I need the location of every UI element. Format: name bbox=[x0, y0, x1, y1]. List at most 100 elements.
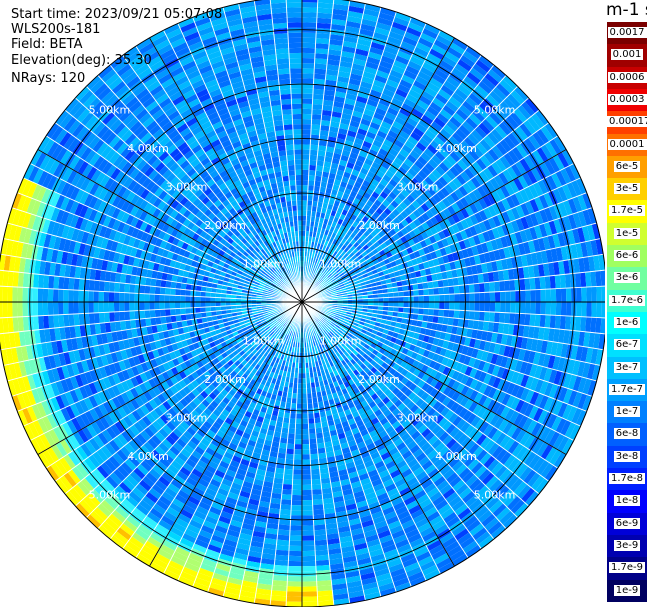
range-gate-cell bbox=[320, 280, 325, 285]
range-gate-cell bbox=[451, 92, 466, 105]
range-gate-cell bbox=[336, 277, 342, 282]
range-gate-cell bbox=[407, 571, 424, 582]
range-gate-cell bbox=[490, 353, 499, 365]
range-gate-cell bbox=[328, 274, 334, 280]
range-gate-cell bbox=[469, 378, 479, 390]
range-gate-cell bbox=[310, 468, 321, 475]
range-gate-cell bbox=[537, 237, 546, 252]
range-gate-cell bbox=[464, 152, 476, 165]
range-gate-cell bbox=[455, 362, 464, 373]
range-gate-cell bbox=[431, 154, 443, 166]
range-gate-cell bbox=[396, 280, 403, 287]
range-gate-cell bbox=[422, 189, 433, 200]
range-gate-cell bbox=[483, 439, 496, 453]
range-gate-cell bbox=[527, 325, 535, 339]
range-gate-cell bbox=[475, 449, 488, 462]
range-gate-cell bbox=[500, 291, 506, 302]
range-gate-cell bbox=[415, 196, 425, 206]
range-gate-cell bbox=[345, 20, 362, 29]
range-gate-cell bbox=[438, 220, 447, 231]
range-gate-cell bbox=[553, 328, 560, 343]
range-gate-cell bbox=[401, 317, 408, 325]
range-gate-cell bbox=[340, 231, 347, 239]
range-gate-cell bbox=[315, 328, 320, 334]
range-gate-cell bbox=[319, 279, 324, 284]
range-gate-cell bbox=[491, 227, 501, 240]
range-gate-cell bbox=[331, 341, 338, 348]
range-gate-cell bbox=[323, 89, 336, 97]
range-gate-cell bbox=[503, 454, 516, 469]
range-gate-cell bbox=[408, 265, 415, 274]
range-gate-cell bbox=[346, 466, 357, 474]
range-gate-cell bbox=[413, 407, 423, 417]
range-gate-cell bbox=[327, 177, 335, 185]
range-gate-cell bbox=[393, 577, 410, 588]
range-gate-cell bbox=[431, 438, 443, 450]
range-gate-cell bbox=[471, 245, 479, 256]
range-gate-cell bbox=[506, 221, 515, 235]
range-gate-cell bbox=[451, 213, 461, 224]
range-gate-cell bbox=[351, 335, 358, 341]
range-gate-cell bbox=[468, 401, 479, 413]
range-gate-cell bbox=[475, 433, 488, 446]
range-gate-cell bbox=[427, 435, 439, 446]
range-gate-cell bbox=[409, 190, 420, 200]
range-gate-cell bbox=[491, 161, 503, 175]
range-gate-cell bbox=[308, 367, 314, 373]
range-gate-cell bbox=[403, 69, 418, 81]
range-gate-cell bbox=[327, 247, 333, 254]
range-gate-cell bbox=[339, 326, 345, 332]
range-gate-cell bbox=[357, 468, 368, 476]
range-gate-cell bbox=[322, 245, 327, 251]
range-gate-cell bbox=[289, 530, 302, 536]
range-gate-cell bbox=[593, 332, 601, 349]
range-gate-cell bbox=[329, 243, 335, 250]
range-gate-cell bbox=[332, 327, 338, 333]
range-gate-cell bbox=[515, 336, 523, 349]
range-gate-cell bbox=[518, 242, 526, 256]
range-gate-cell bbox=[325, 187, 333, 194]
range-gate-cell bbox=[477, 360, 486, 372]
range-gate-cell bbox=[582, 378, 592, 395]
range-gate-cell bbox=[456, 210, 466, 222]
range-gate-cell bbox=[377, 65, 392, 75]
range-gate-cell bbox=[393, 16, 410, 27]
range-gate-cell bbox=[302, 454, 311, 460]
range-gate-cell bbox=[513, 481, 528, 496]
range-gate-cell bbox=[412, 313, 419, 321]
range-gate-cell bbox=[281, 494, 292, 500]
range-gate-cell bbox=[342, 451, 353, 460]
range-gate-cell bbox=[366, 363, 374, 371]
range-gate-cell bbox=[400, 385, 409, 394]
range-gate-cell bbox=[500, 185, 511, 199]
range-gate-cell bbox=[318, 254, 323, 261]
range-gate-cell bbox=[350, 147, 361, 155]
range-gate-cell bbox=[515, 463, 529, 478]
range-gate-cell bbox=[447, 378, 456, 389]
range-gate-cell bbox=[434, 371, 443, 381]
range-gate-cell bbox=[302, 119, 312, 125]
range-gate-cell bbox=[324, 258, 330, 264]
range-gate-cell bbox=[357, 254, 364, 261]
range-gate-cell bbox=[316, 17, 332, 24]
range-gate-cell bbox=[372, 290, 378, 295]
range-gate-cell bbox=[406, 440, 418, 451]
range-gate-cell bbox=[309, 372, 314, 378]
range-gate-cell bbox=[585, 347, 594, 364]
range-gate-cell bbox=[466, 266, 473, 276]
range-gate-cell bbox=[385, 169, 395, 179]
range-gate-cell bbox=[355, 338, 362, 344]
range-gate-cell bbox=[398, 328, 406, 335]
range-gate-cell bbox=[539, 380, 549, 395]
range-gate-cell bbox=[372, 294, 379, 299]
range-gate-cell bbox=[326, 182, 334, 190]
range-gate-cell bbox=[357, 343, 364, 350]
range-gate-cell bbox=[292, 474, 302, 480]
range-gate-cell bbox=[459, 363, 469, 375]
range-gate-cell bbox=[430, 140, 442, 151]
range-gate-cell bbox=[563, 215, 573, 231]
range-gate-cell bbox=[340, 314, 346, 319]
range-gate-cell bbox=[421, 502, 435, 514]
range-gate-cell bbox=[451, 132, 464, 144]
range-gate-cell bbox=[398, 415, 408, 425]
